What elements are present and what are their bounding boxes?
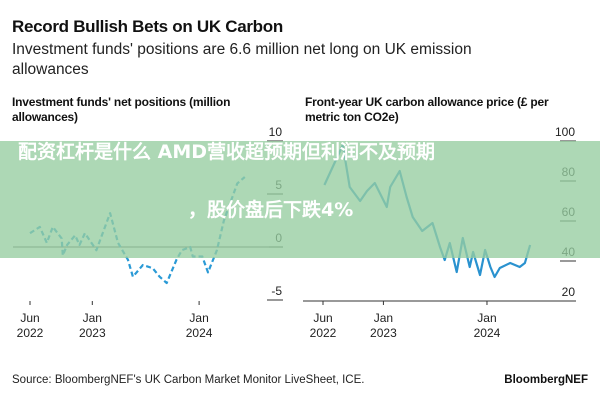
- banner-line-1: 配资杠杆是什么 AMD营收超预期但利润不及预期: [18, 141, 435, 163]
- chart-subtitle: Investment funds' positions are 6.6 mill…: [12, 41, 472, 78]
- y-tick-label: 20: [562, 285, 576, 299]
- right-chart-title: Front-year UK carbon allowance price (£ …: [305, 95, 549, 124]
- x-tick-label: 2023: [370, 326, 397, 340]
- ad-banner-overlay[interactable]: 配资杠杆是什么 AMD营收超预期但利润不及预期 ，股价盘后下跌4%: [0, 141, 600, 258]
- y-tick-label: 100: [555, 125, 575, 139]
- left-chart-title: Investment funds' net positions (million…: [12, 95, 231, 124]
- x-tick-label: Jan: [374, 311, 393, 325]
- x-tick-label: 2024: [474, 326, 501, 340]
- x-tick-label: 2022: [17, 326, 44, 340]
- y-tick-label: 10: [269, 125, 283, 139]
- y-tick-label: -5: [271, 284, 282, 298]
- x-tick-label: Jun: [313, 311, 332, 325]
- source-note: Source: BloombergNEF's UK Carbon Market …: [12, 374, 365, 386]
- banner-line-2: ，股价盘后下跌4%: [188, 199, 354, 221]
- x-tick-label: Jan: [83, 311, 102, 325]
- x-tick-label: 2024: [186, 326, 213, 340]
- x-tick-label: 2022: [310, 326, 337, 340]
- x-tick-label: Jan: [477, 311, 496, 325]
- chart-title: Record Bullish Bets on UK Carbon: [12, 17, 283, 36]
- x-tick-label: Jun: [20, 311, 39, 325]
- net-positions-line: [29, 176, 246, 285]
- x-tick-label: 2023: [79, 326, 106, 340]
- x-tick-label: Jan: [189, 311, 208, 325]
- brand-logo: BloombergNEF: [504, 374, 588, 386]
